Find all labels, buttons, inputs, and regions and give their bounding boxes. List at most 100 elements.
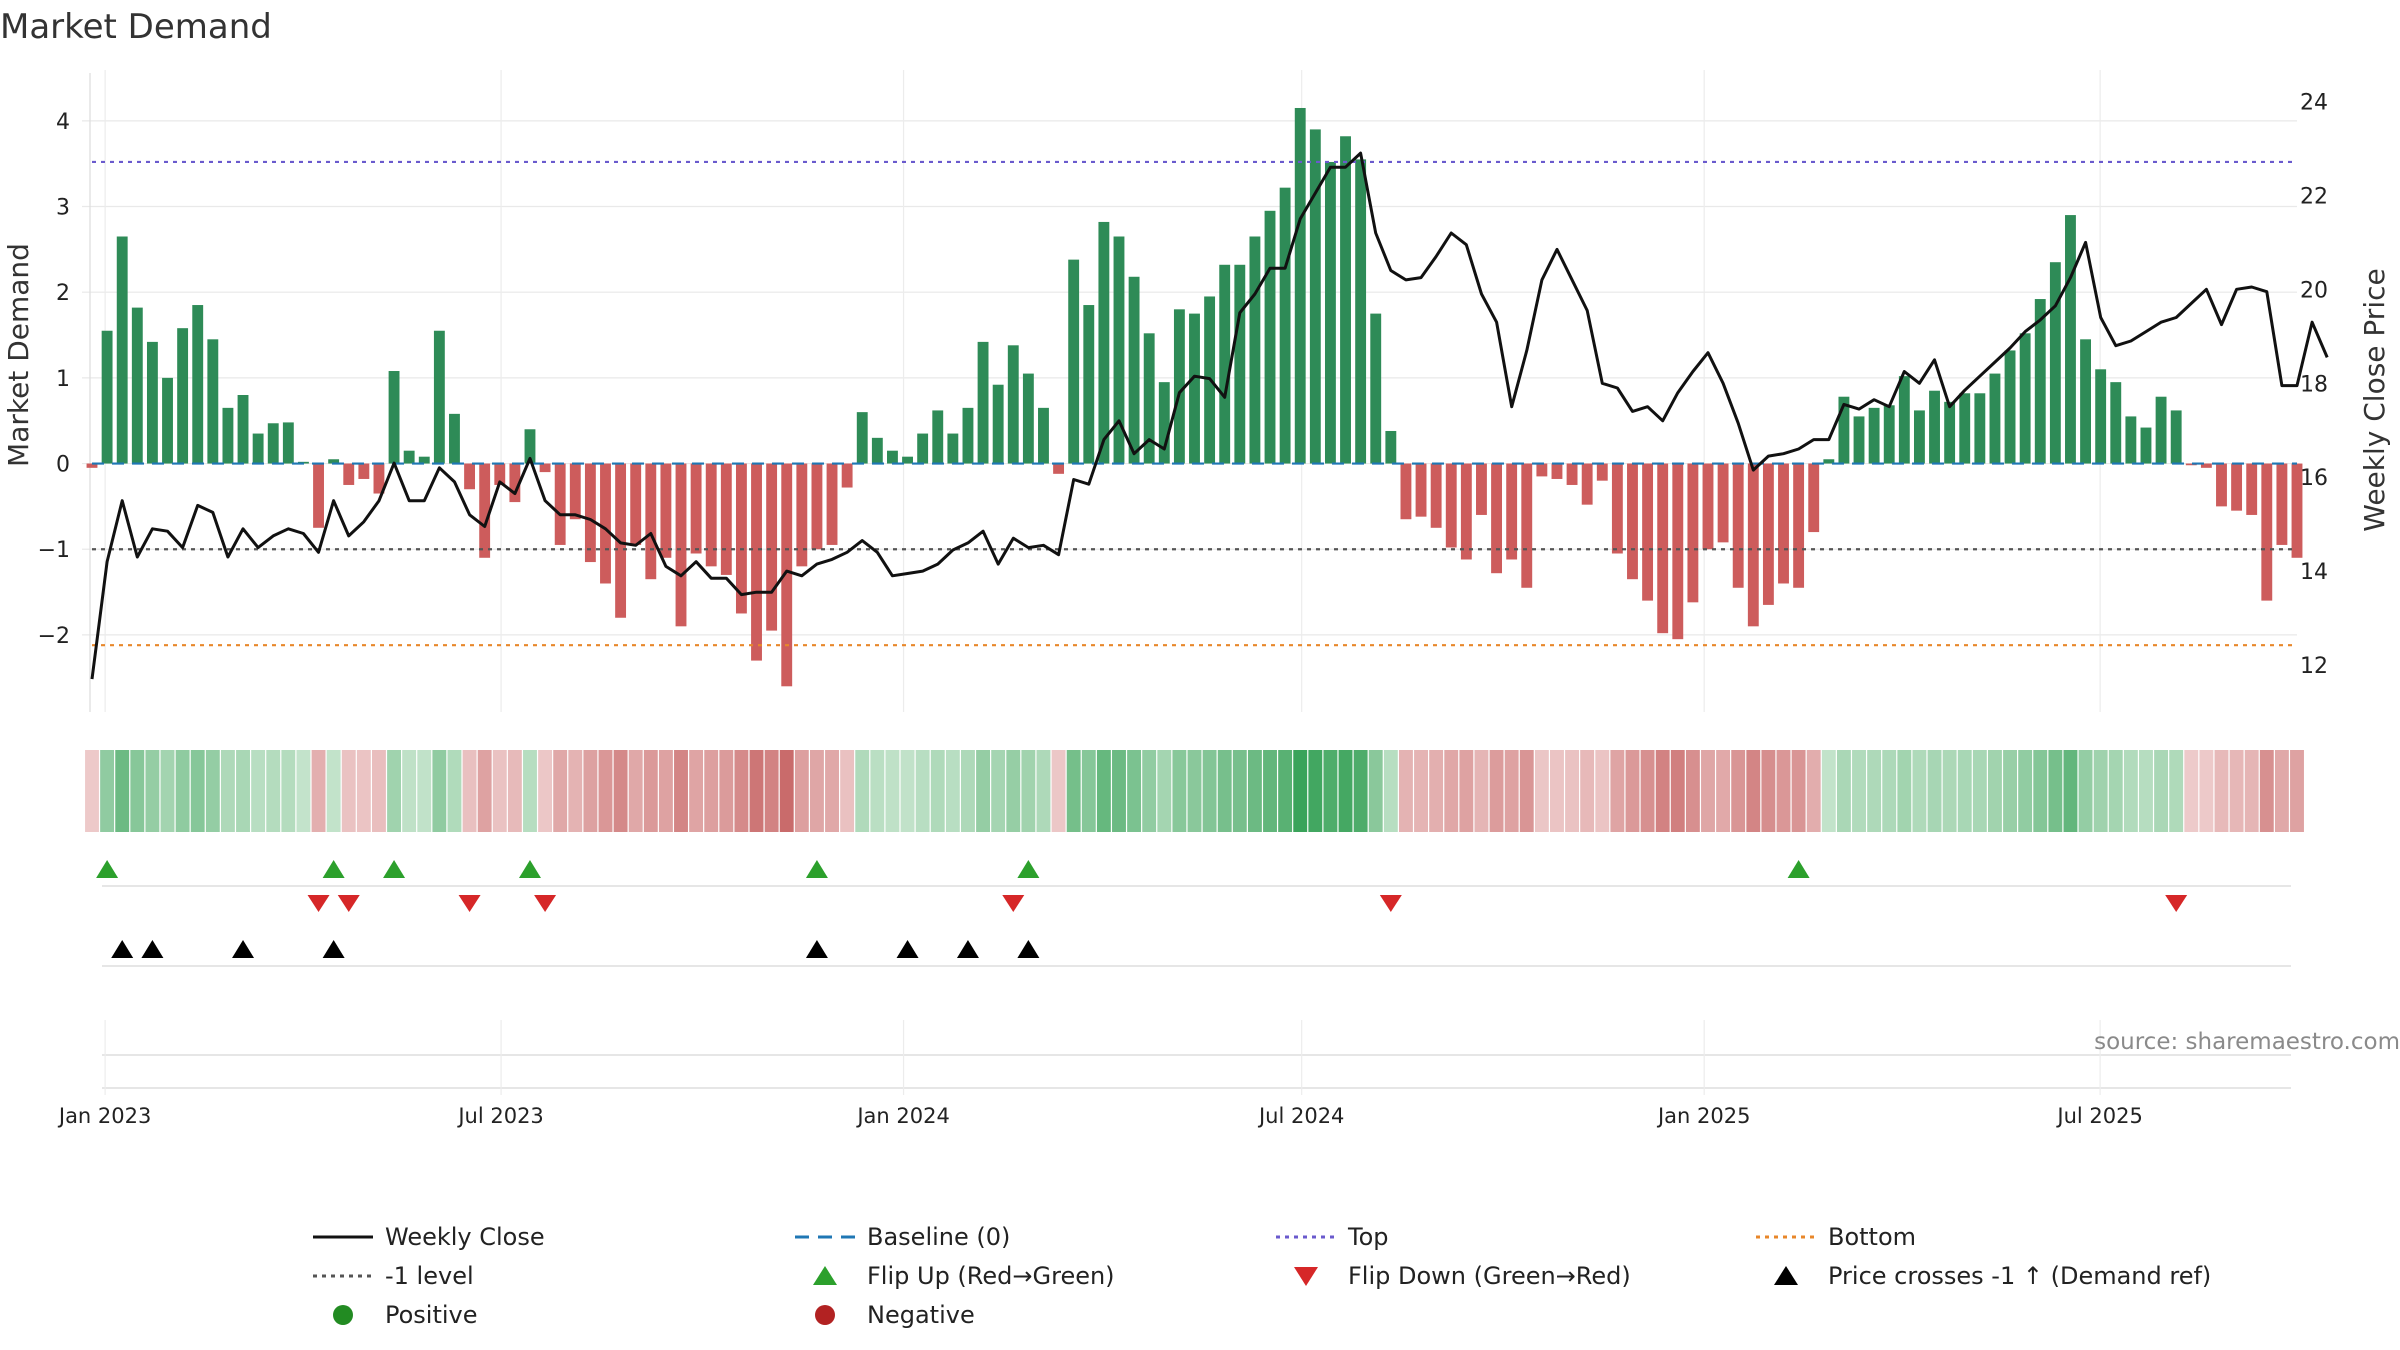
demand-bar bbox=[705, 463, 717, 567]
heat-cell bbox=[1685, 750, 1700, 832]
heat-cell bbox=[402, 750, 417, 832]
heat-cell bbox=[205, 750, 220, 832]
y-tick-left: 2 bbox=[56, 281, 70, 306]
demand-bar bbox=[720, 463, 732, 575]
heat-cell bbox=[1459, 750, 1474, 832]
legend-item: Price crosses -1 ↑ (Demand ref) bbox=[1774, 1262, 2211, 1290]
y-tick-right: 14 bbox=[2300, 560, 2328, 585]
price-cross-marker bbox=[896, 940, 919, 958]
heat-cell bbox=[1731, 750, 1746, 832]
demand-bar bbox=[1234, 264, 1246, 464]
heat-cell bbox=[1897, 750, 1912, 832]
demand-bar bbox=[1747, 463, 1759, 627]
demand-bar bbox=[902, 456, 913, 464]
demand-bar bbox=[1083, 305, 1095, 464]
heat-cell bbox=[251, 750, 266, 832]
y-axis-label-right: Weekly Close Price bbox=[2358, 268, 2391, 531]
demand-bar bbox=[2231, 463, 2243, 511]
demand-bar bbox=[887, 450, 898, 464]
demand-bar bbox=[2034, 299, 2046, 464]
source-note: source: sharemaestro.com bbox=[2094, 1029, 2400, 1055]
demand-bar bbox=[1279, 187, 1291, 464]
demand-bar bbox=[962, 407, 974, 464]
demand-bar bbox=[2004, 350, 2016, 464]
demand-bar bbox=[2140, 427, 2152, 464]
heat-cell bbox=[175, 750, 190, 832]
demand-bar bbox=[1370, 313, 1382, 464]
heat-cell bbox=[145, 750, 160, 832]
reference-levels bbox=[92, 160, 2297, 647]
heat-cell bbox=[462, 750, 477, 832]
demand-bar bbox=[267, 423, 279, 464]
heat-cell bbox=[1927, 750, 1942, 832]
heat-cell bbox=[296, 750, 311, 832]
legend-label: -1 level bbox=[385, 1262, 474, 1290]
demand-bar bbox=[1551, 463, 1563, 479]
heat-cell bbox=[1429, 750, 1444, 832]
demand-bar bbox=[917, 433, 929, 464]
heat-cell bbox=[2169, 750, 2184, 832]
heat-cell bbox=[2154, 750, 2169, 832]
flip-down-marker bbox=[337, 895, 360, 912]
legend-label: Weekly Close bbox=[385, 1223, 545, 1251]
demand-bar bbox=[449, 413, 460, 464]
demand-bar bbox=[1944, 401, 1956, 464]
y-tick-right: 22 bbox=[2300, 184, 2328, 209]
heat-cell bbox=[1534, 750, 1549, 832]
demand-bar bbox=[1838, 396, 1850, 464]
demand-bar bbox=[1989, 373, 2001, 464]
heat-cell bbox=[930, 750, 945, 832]
demand-bar bbox=[494, 463, 506, 485]
y-tick-right: 20 bbox=[2300, 278, 2328, 303]
heat-cell bbox=[2033, 750, 2048, 832]
demand-bar bbox=[2170, 410, 2182, 464]
demand-bar bbox=[1264, 210, 1276, 464]
heat-cell bbox=[1096, 750, 1111, 832]
heat-cell bbox=[658, 750, 673, 832]
demand-bar bbox=[871, 437, 883, 464]
heat-cell bbox=[2093, 750, 2108, 832]
legend-item: Negative bbox=[815, 1301, 975, 1329]
heat-cell bbox=[1806, 750, 1821, 832]
price-cross-marker bbox=[1017, 940, 1040, 958]
heat-cell bbox=[885, 750, 900, 832]
heat-cell bbox=[115, 750, 130, 832]
demand-bar bbox=[645, 463, 657, 580]
demand-bar bbox=[464, 463, 476, 490]
heat-cell bbox=[900, 750, 915, 832]
flip-down-marker bbox=[307, 895, 330, 912]
flip-down-marker bbox=[534, 895, 557, 912]
demand-bar bbox=[1068, 259, 1080, 464]
heat-cell bbox=[1081, 750, 1096, 832]
heat-cell bbox=[281, 750, 296, 832]
flip-up-marker bbox=[1787, 860, 1810, 878]
demand-bar bbox=[1808, 463, 1820, 533]
demand-bar bbox=[1340, 136, 1351, 464]
heat-cell bbox=[2259, 750, 2274, 832]
demand-bar bbox=[1324, 161, 1336, 464]
x-tick-label: Jan 2024 bbox=[855, 1104, 950, 1128]
heat-cell bbox=[704, 750, 719, 832]
legend-item: Baseline (0) bbox=[795, 1223, 1010, 1251]
heat-cell bbox=[160, 750, 175, 832]
demand-bar bbox=[1294, 107, 1306, 464]
heat-cell bbox=[1580, 750, 1595, 832]
heat-cell bbox=[643, 750, 658, 832]
heat-cell bbox=[1565, 750, 1580, 832]
heat-cell bbox=[1942, 750, 1957, 832]
heat-cell bbox=[2229, 750, 2244, 832]
price-cross-marker bbox=[111, 940, 134, 958]
demand-bar bbox=[1687, 463, 1699, 603]
heat-cell bbox=[749, 750, 764, 832]
heat-cell bbox=[1308, 750, 1323, 832]
demand-bar bbox=[826, 463, 838, 545]
heat-cell bbox=[356, 750, 371, 832]
demand-bar bbox=[1959, 393, 1971, 464]
heat-cell bbox=[1972, 750, 1987, 832]
demand-bar bbox=[282, 422, 294, 464]
heat-cell bbox=[553, 750, 568, 832]
flip-down-marker bbox=[1002, 895, 1025, 912]
heat-cell bbox=[1142, 750, 1157, 832]
heat-cell bbox=[2199, 750, 2214, 832]
